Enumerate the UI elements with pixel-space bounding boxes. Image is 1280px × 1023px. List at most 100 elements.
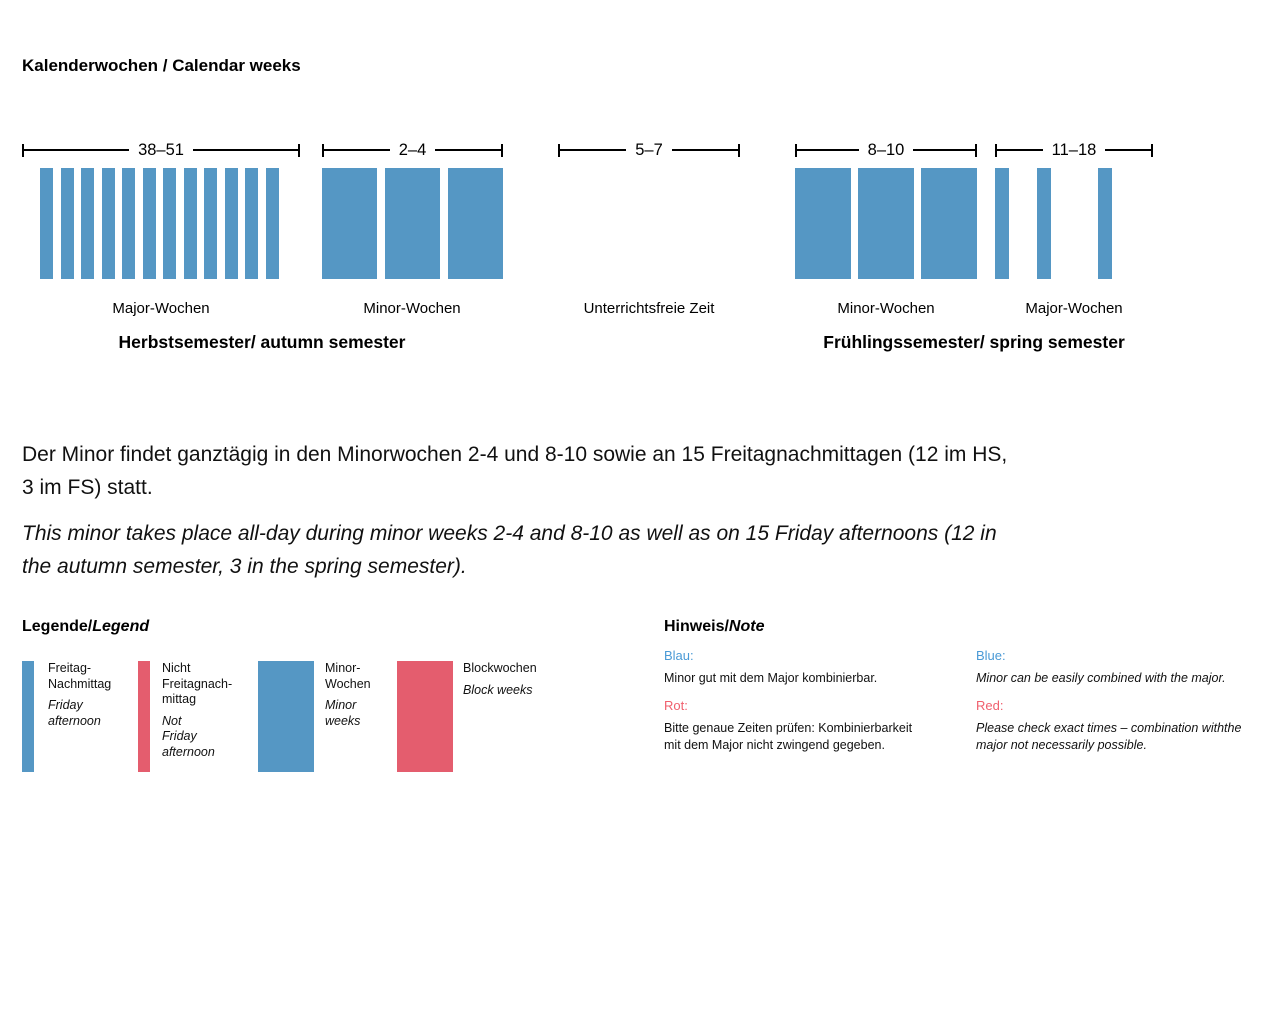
range-bracket: 11–18 bbox=[995, 141, 1154, 159]
range-bracket: 8–10 bbox=[795, 141, 977, 159]
legend-item-minor-weeks: Minor- Wochen Minor weeks bbox=[325, 661, 425, 729]
bracket-tick bbox=[738, 143, 740, 157]
note-term-red: Red: bbox=[976, 697, 1004, 713]
week-bar bbox=[183, 168, 197, 279]
group-label-major-weeks-autumn: Major-Wochen bbox=[112, 300, 210, 317]
week-bar bbox=[204, 168, 218, 279]
week-bar bbox=[265, 168, 279, 279]
week-bar bbox=[142, 168, 156, 279]
legend-label-en: Not Friday afternoon bbox=[162, 713, 215, 759]
bracket-tick bbox=[1151, 143, 1154, 157]
bracket-line bbox=[1105, 149, 1152, 151]
note-term-blue: Blue: bbox=[976, 648, 1006, 663]
legend-label-en: Block weeks bbox=[463, 682, 533, 697]
page-title: Kalenderwochen / Calendar weeks bbox=[22, 56, 301, 75]
week-bar bbox=[385, 168, 440, 279]
week-bar bbox=[995, 168, 1009, 279]
timeline-group-weeks-8-10: 8–10 bbox=[795, 141, 977, 279]
range-bracket: 2–4 bbox=[322, 141, 503, 159]
note-text-blau: Minor gut mit dem Major kombinierbar. bbox=[664, 671, 878, 685]
range-label: 11–18 bbox=[1051, 141, 1097, 159]
week-bar bbox=[322, 168, 377, 279]
legend-label-en: Friday afternoon bbox=[48, 698, 101, 728]
bracket-tick bbox=[322, 143, 324, 157]
bracket-tick bbox=[22, 143, 24, 157]
bracket-line bbox=[997, 149, 1043, 151]
bracket-tick bbox=[975, 143, 977, 157]
legend-swatch-minor-weeks bbox=[258, 661, 314, 772]
note-header: Hinweis/Note bbox=[664, 618, 764, 636]
week-bar bbox=[224, 168, 238, 279]
bracket-line bbox=[671, 149, 738, 151]
range-bracket: 5–7 bbox=[558, 141, 740, 159]
range-label: 8–10 bbox=[867, 141, 905, 159]
bracket-line bbox=[24, 149, 130, 151]
legend-swatch-friday-afternoon bbox=[22, 661, 34, 772]
group-label-minor-weeks-autumn: Minor-Wochen bbox=[363, 300, 461, 317]
week-bars bbox=[322, 168, 503, 279]
legend-label-de: Nicht Freitagnach- mittag bbox=[162, 661, 233, 706]
week-bar bbox=[101, 168, 115, 279]
week-bars bbox=[795, 168, 977, 279]
group-label-major-weeks-spring: Major-Wochen bbox=[1025, 300, 1123, 317]
week-bar bbox=[795, 168, 851, 279]
bracket-tick bbox=[298, 143, 301, 157]
bracket-line bbox=[192, 149, 299, 151]
paragraph-english: This minor takes place all-day during mi… bbox=[22, 522, 997, 578]
week-bar bbox=[921, 168, 977, 279]
week-bar bbox=[858, 168, 914, 279]
legend-item-not-friday-afternoon: Nicht Freitagnach- mittag Not Friday aft… bbox=[162, 661, 262, 760]
note-text-red: Please check exact times – combination w… bbox=[976, 720, 1242, 753]
note-term-blau: Blau: bbox=[664, 648, 694, 663]
note-text-blue: Minor can be easily combined with the ma… bbox=[976, 671, 1226, 685]
semester-label-autumn: Herbstsemester/ autumn semester bbox=[118, 332, 406, 352]
bracket-tick bbox=[501, 143, 503, 157]
group-label-teaching-free-time: Unterrichtsfreie Zeit bbox=[583, 300, 715, 317]
week-bar bbox=[122, 168, 136, 279]
note-term-rot: Rot: bbox=[664, 697, 688, 713]
week-bar bbox=[245, 168, 259, 279]
legend-item-block-weeks: Blockwochen Block weeks bbox=[463, 661, 563, 698]
note-header-de: Hinweis/ bbox=[664, 618, 729, 635]
week-bar bbox=[60, 168, 74, 279]
legend-swatch-not-friday-afternoon bbox=[138, 661, 150, 772]
timeline-group-weeks-38-51: 38–51 bbox=[22, 141, 301, 279]
legend-label-de: Minor- Wochen bbox=[325, 661, 371, 691]
week-bar bbox=[1037, 168, 1051, 279]
legend-label-de: Freitag- Nachmittag bbox=[48, 661, 112, 691]
week-bar bbox=[1098, 168, 1112, 279]
note-text-rot: Bitte genaue Zeiten prüfen: Kombinierbar… bbox=[664, 720, 913, 753]
bracket-tick bbox=[795, 143, 797, 157]
note-column-german: Blau: Minor gut mit dem Major kombinierb… bbox=[664, 648, 966, 765]
bracket-tick bbox=[558, 143, 560, 157]
range-label: 38–51 bbox=[138, 141, 184, 159]
note-column-english: Blue: Minor can be easily combined with … bbox=[976, 648, 1264, 765]
bracket-line bbox=[913, 149, 975, 151]
week-bar bbox=[40, 168, 53, 279]
timeline-group-weeks-2-4: 2–4 bbox=[322, 141, 503, 279]
week-bar bbox=[448, 168, 503, 279]
semester-label-spring: Frühlingssemester/ spring semester bbox=[823, 332, 1125, 352]
bracket-line bbox=[797, 149, 859, 151]
legend-header-en: Legend bbox=[92, 618, 150, 635]
timeline-group-weeks-5-7: 5–7 bbox=[558, 141, 740, 279]
range-bracket: 38–51 bbox=[22, 141, 301, 159]
bracket-line bbox=[435, 149, 501, 151]
legend-label-de: Blockwochen bbox=[463, 661, 537, 675]
note-header-en: Note bbox=[728, 618, 765, 635]
paragraph-german: Der Minor findet ganztägig in den Minorw… bbox=[22, 443, 1008, 499]
week-bars bbox=[995, 168, 1153, 279]
legend-swatch-block-weeks bbox=[397, 661, 453, 772]
bracket-line bbox=[560, 149, 627, 151]
week-bar bbox=[163, 168, 177, 279]
bracket-line bbox=[324, 149, 390, 151]
range-label: 2–4 bbox=[398, 141, 427, 159]
group-label-minor-weeks-spring: Minor-Wochen bbox=[837, 300, 935, 317]
legend-label-en: Minor weeks bbox=[325, 698, 361, 728]
week-bar bbox=[81, 168, 95, 279]
week-bars bbox=[40, 168, 279, 279]
legend-header: Legende/Legend bbox=[22, 618, 149, 636]
legend-item-friday-afternoon: Freitag- Nachmittag Friday afternoon bbox=[48, 661, 148, 729]
range-label: 5–7 bbox=[635, 141, 663, 159]
